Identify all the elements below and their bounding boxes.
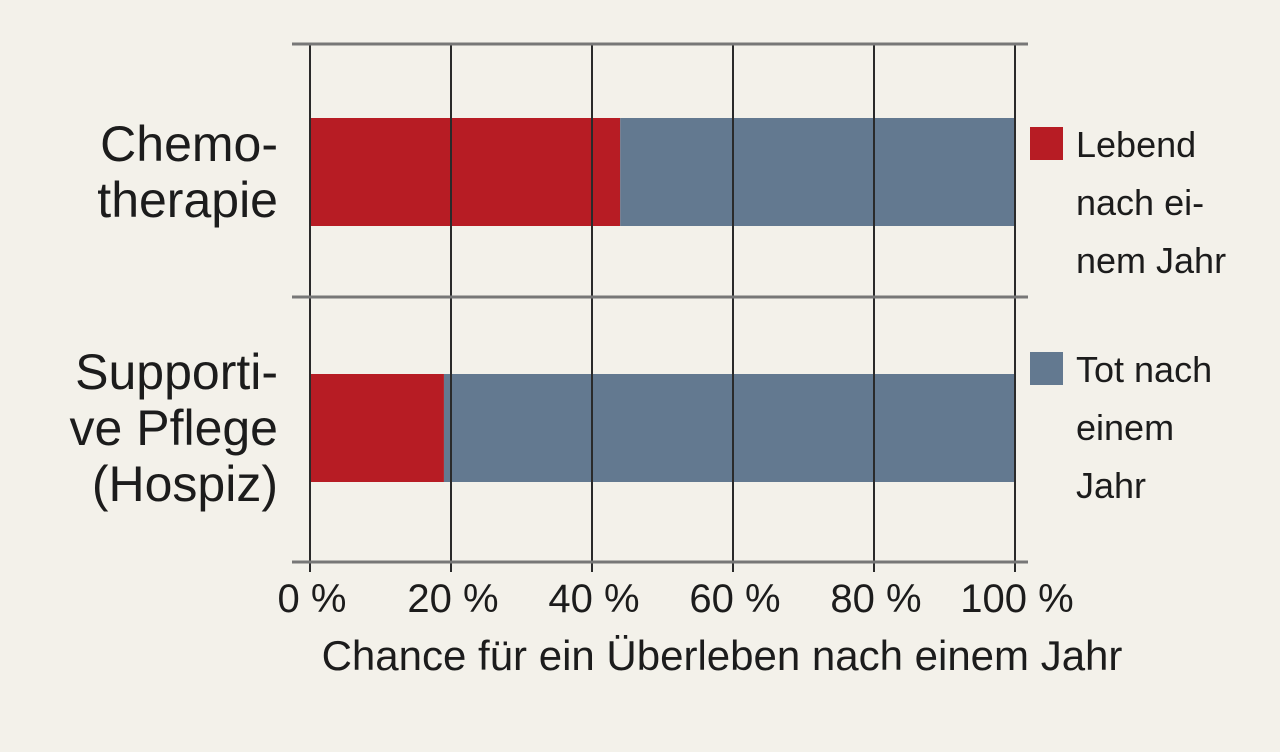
- x-tick-label-2: 40 %: [548, 577, 639, 621]
- legend-label-2: Tot nach einem Jahr: [1076, 349, 1212, 506]
- x-tick-label-0: 0 %: [278, 577, 347, 621]
- legend: Lebend nach ei-nem Jahr Tot nach einem Jahr: [1030, 124, 1226, 506]
- legend-label-line: nach ei-: [1076, 182, 1204, 223]
- category-label-2: Supporti-ve Pflege (Hospiz): [70, 344, 278, 512]
- category-label-1: Chemo-therapie: [97, 116, 278, 228]
- legend-label-1: Lebend nach ei-nem Jahr: [1076, 124, 1226, 281]
- bar-segment-2-series-1: [310, 374, 444, 482]
- bars-layer: [310, 118, 1015, 482]
- legend-label-line: nem Jahr: [1076, 240, 1226, 281]
- legend-label-line: Lebend: [1076, 124, 1196, 165]
- x-axis-title: Chance für ein Überleben nach einem Jahr: [322, 632, 1123, 679]
- legend-label-line: Tot nach: [1076, 349, 1212, 390]
- x-tick-label-5: 100 %: [960, 577, 1073, 621]
- legend-label-line: einem: [1076, 407, 1174, 448]
- category-label-line: Chemo-: [100, 116, 278, 172]
- grid-layer: [309, 44, 1016, 572]
- legend-swatch-1: [1030, 127, 1063, 160]
- category-label-line: Supporti-: [75, 344, 278, 400]
- bar-segment-1-series-1: [310, 118, 621, 226]
- category-label-line: (Hospiz): [92, 456, 278, 512]
- label-layer: Chemo-therapie Supporti-ve Pflege (Hospiz)…: [70, 116, 1074, 621]
- x-tick-label-1: 20 %: [407, 577, 498, 621]
- bar-segment-1-series-2: [620, 118, 1015, 226]
- frame-layer: [292, 42, 1028, 564]
- bar-segment-2-series-2: [443, 374, 1015, 482]
- legend-label-line: Jahr: [1076, 465, 1146, 506]
- x-tick-label-4: 80 %: [830, 577, 921, 621]
- category-label-line: ve Pflege: [70, 400, 278, 456]
- category-label-line: therapie: [97, 172, 278, 228]
- legend-swatch-2: [1030, 352, 1063, 385]
- x-tick-label-3: 60 %: [689, 577, 780, 621]
